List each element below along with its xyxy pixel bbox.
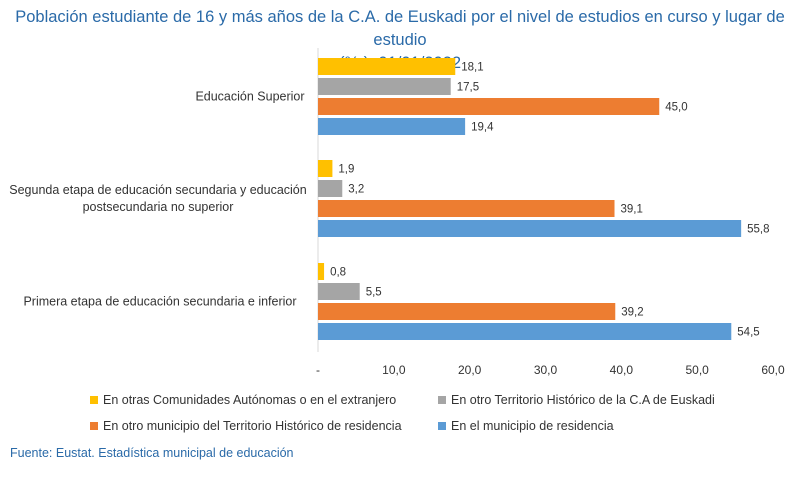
data-label: 3,2: [348, 184, 364, 196]
data-label: 54,5: [737, 327, 759, 339]
data-label: 5,5: [366, 287, 382, 299]
x-tick-label: 40,0: [610, 363, 634, 377]
bar-1-1: [318, 58, 456, 75]
x-tick-label: 30,0: [534, 363, 558, 377]
data-label: 17,5: [457, 82, 479, 94]
bar-3-2: [318, 200, 615, 217]
bar-chart: 18,1 17,5 45,0 19,4 Educación Superior 1,9 3,2…: [9, 48, 785, 377]
bar-4-1: [318, 118, 466, 135]
category-label: Educación Superior: [195, 90, 304, 104]
data-label: 39,2: [621, 307, 643, 319]
bar-4-3: [318, 323, 732, 340]
legend-item-municipio-residencia: En el municipio de residencia: [438, 419, 614, 433]
legend-item-otro-municipio: En otro municipio del Territorio Históri…: [90, 419, 402, 433]
legend-label: En otro municipio del Territorio Históri…: [103, 419, 402, 433]
bar-1-3: [318, 263, 325, 280]
legend-label: En otro Territorio Histórico de la C.A d…: [451, 393, 715, 407]
data-label: 55,8: [747, 224, 769, 236]
data-label: 1,9: [338, 164, 354, 176]
legend-label: En el municipio de residencia: [451, 419, 614, 433]
x-tick-label: 10,0: [382, 363, 406, 377]
data-label: 18,1: [461, 62, 483, 74]
bar-3-1: [318, 98, 660, 115]
bar-2-2: [318, 180, 343, 197]
bar-1-2: [318, 160, 333, 177]
category-label: Primera etapa de educación secundaria e …: [23, 295, 296, 309]
legend-swatch: [90, 422, 98, 430]
bar-4-2: [318, 220, 742, 237]
x-tick-label: -: [316, 363, 320, 377]
legend-swatch: [438, 396, 446, 404]
data-label: 0,8: [330, 267, 346, 279]
category-label: postsecundaria no superior: [83, 200, 234, 214]
legend-item-otras-comunidades: En otras Comunidades Autónomas o en el e…: [90, 393, 396, 407]
bar-2-1: [318, 78, 451, 95]
chart-title-line-1: Población estudiante de 16 y más años de…: [15, 8, 785, 49]
data-label: 45,0: [665, 102, 687, 114]
source-note: Fuente: Eustat. Estadística municipal de…: [10, 446, 294, 460]
legend-swatch: [90, 396, 98, 404]
data-label: 39,1: [621, 204, 643, 216]
x-tick-label: 60,0: [761, 363, 785, 377]
data-label: 19,4: [471, 122, 494, 134]
bar-2-3: [318, 283, 360, 300]
legend-item-otro-territorio: En otro Territorio Histórico de la C.A d…: [438, 393, 715, 407]
legend-label: En otras Comunidades Autónomas o en el e…: [103, 393, 397, 407]
x-tick-label: 50,0: [685, 363, 709, 377]
bar-3-3: [318, 303, 616, 320]
x-tick-label: 20,0: [458, 363, 482, 377]
legend-swatch: [438, 422, 446, 430]
category-label: Segunda etapa de educación secundaria y …: [9, 183, 306, 197]
